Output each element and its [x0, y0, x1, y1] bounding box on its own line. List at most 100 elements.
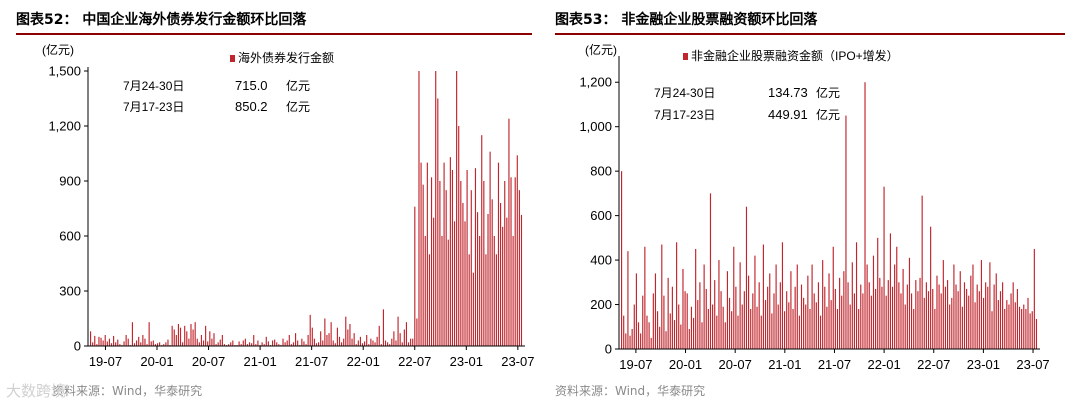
bar [773, 293, 775, 349]
bar [257, 340, 259, 346]
x-tick-label: 21-07 [295, 354, 328, 369]
bar [836, 308, 839, 349]
bar [108, 338, 110, 346]
bar [395, 340, 397, 346]
bar [771, 313, 773, 349]
bar [520, 214, 523, 346]
bar [357, 340, 359, 346]
bar [942, 260, 944, 349]
bar [154, 344, 156, 346]
bar [720, 291, 722, 349]
bar [894, 264, 896, 349]
bar [898, 282, 900, 349]
bar [186, 331, 188, 346]
bar [184, 325, 186, 346]
bar [211, 338, 213, 346]
bar [376, 336, 378, 346]
bar [851, 262, 853, 349]
bar [739, 262, 741, 349]
title-rule-left [16, 33, 532, 35]
bar [192, 329, 194, 346]
bar [483, 181, 485, 346]
bar [100, 337, 102, 346]
bar [665, 331, 667, 349]
source-note-left: 资料来源：Wind，华泰研究 [52, 384, 203, 398]
bar [125, 335, 127, 346]
bar [980, 260, 983, 349]
bar [364, 341, 366, 346]
bar [182, 342, 184, 346]
bar [248, 342, 251, 346]
bar [387, 342, 389, 346]
bar [131, 322, 133, 346]
bar [671, 286, 673, 349]
bar [775, 264, 777, 349]
bar [925, 282, 927, 349]
bar [171, 325, 173, 346]
x-tick-label: 23-07 [1016, 357, 1049, 372]
bar [148, 322, 150, 346]
bar [728, 297, 731, 349]
bar [724, 322, 726, 349]
annotation-unit: 亿元 [816, 107, 840, 122]
y-tick-label: 900 [59, 174, 81, 189]
chart-title-left: 图表52： 中国企业海外债券发行金额环比回落 [16, 12, 307, 28]
bar [422, 184, 424, 346]
bar [887, 280, 889, 349]
bar [970, 275, 972, 349]
bar [117, 339, 119, 346]
bar [240, 344, 242, 346]
bar [98, 336, 100, 346]
bar [733, 246, 735, 349]
bar [307, 335, 309, 346]
bar [332, 340, 334, 346]
bar [286, 340, 288, 346]
bar [904, 304, 906, 349]
bar [676, 242, 678, 349]
bar [399, 333, 401, 346]
bar [140, 342, 142, 346]
bar [631, 328, 633, 349]
bar [673, 320, 676, 349]
bar [1033, 248, 1035, 349]
bar [345, 316, 347, 346]
bar [1023, 304, 1025, 349]
bar [684, 291, 686, 349]
bar [900, 293, 902, 349]
bar [456, 71, 458, 346]
bar [167, 339, 169, 346]
bar [961, 306, 963, 349]
annotation-period: 7月24-30日 [654, 86, 715, 100]
y-tick-label: 1,200 [579, 75, 612, 90]
bar [506, 217, 508, 346]
bar [692, 317, 695, 349]
bar [470, 190, 472, 346]
bar [889, 233, 891, 349]
bar [418, 71, 420, 346]
bar [735, 286, 737, 349]
bar [382, 309, 384, 346]
bar [951, 297, 953, 349]
bar [635, 273, 637, 349]
bar [138, 336, 140, 346]
bar [412, 338, 414, 346]
bar [906, 284, 908, 349]
bar [760, 315, 762, 349]
bar [623, 315, 625, 349]
legend-swatch [230, 55, 235, 62]
x-tick-label: 19-07 [89, 354, 122, 369]
bar [783, 311, 786, 349]
bar [295, 333, 297, 346]
bar [271, 340, 274, 346]
bar [714, 280, 716, 349]
bar [862, 293, 864, 349]
bar [146, 344, 148, 346]
bar [712, 304, 714, 349]
annotation-period: 7月17-23日 [123, 100, 184, 114]
chart-left: (亿元) 0 300 600 900 1,200 1,500 19-07 20-01 20-07 2… [42, 42, 534, 369]
bar [343, 338, 345, 346]
bar [389, 344, 391, 346]
bar [811, 264, 813, 349]
bar [707, 308, 709, 349]
bar [993, 284, 995, 349]
